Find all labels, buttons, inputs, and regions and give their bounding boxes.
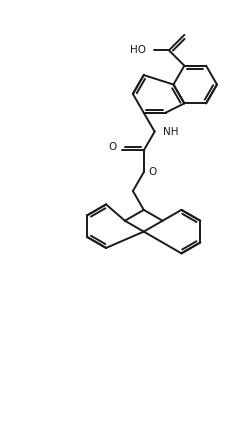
Text: O: O <box>149 167 157 177</box>
Text: O: O <box>109 142 117 152</box>
Text: NH: NH <box>162 127 178 137</box>
Text: HO: HO <box>130 45 146 55</box>
